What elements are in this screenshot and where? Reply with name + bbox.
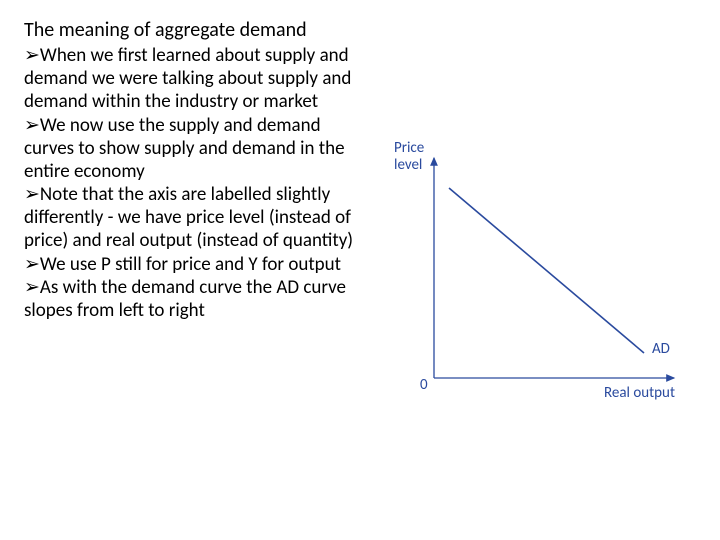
bullet-arrow-icon: ➢ bbox=[24, 115, 40, 136]
y-axis-label-line1: Price bbox=[394, 139, 424, 157]
bullet-arrow-icon: ➢ bbox=[24, 277, 40, 298]
y-axis-label: Price level bbox=[394, 140, 424, 173]
bullet-item: ➢We use P still for price and Y for outp… bbox=[24, 253, 374, 276]
slide-title: The meaning of aggregate demand bbox=[24, 18, 374, 42]
slide: The meaning of aggregate demand ➢When we… bbox=[0, 0, 720, 540]
bullet-text: We use P still for price and Y for outpu… bbox=[40, 253, 341, 276]
text-column: The meaning of aggregate demand ➢When we… bbox=[24, 18, 374, 522]
y-axis-label-line2: level bbox=[394, 156, 422, 174]
bullet-item: ➢Note that the axis are labelled slightl… bbox=[24, 183, 374, 253]
bullet-item: ➢We now use the supply and demand curves… bbox=[24, 114, 374, 184]
bullet-text: As with the demand curve the AD curve sl… bbox=[24, 276, 346, 322]
bullet-text: We now use the supply and demand curves … bbox=[24, 114, 345, 183]
figure-column: Price level 0 Real output AD bbox=[374, 18, 696, 522]
bullet-text: Note that the axis are labelled slightly… bbox=[24, 183, 353, 252]
bullet-item: ➢When we first learned about supply and … bbox=[24, 44, 374, 114]
bullet-arrow-icon: ➢ bbox=[24, 45, 40, 66]
x-axis-label: Real output bbox=[604, 384, 675, 402]
origin-label: 0 bbox=[420, 376, 428, 394]
curve-label: AD bbox=[652, 340, 670, 358]
bullet-text: When we first learned about supply and d… bbox=[24, 44, 351, 113]
bullet-arrow-icon: ➢ bbox=[24, 254, 40, 275]
ad-chart: Price level 0 Real output AD bbox=[394, 148, 694, 428]
chart-svg bbox=[394, 148, 694, 408]
bullet-arrow-icon: ➢ bbox=[24, 184, 40, 205]
bullet-item: ➢As with the demand curve the AD curve s… bbox=[24, 276, 374, 322]
